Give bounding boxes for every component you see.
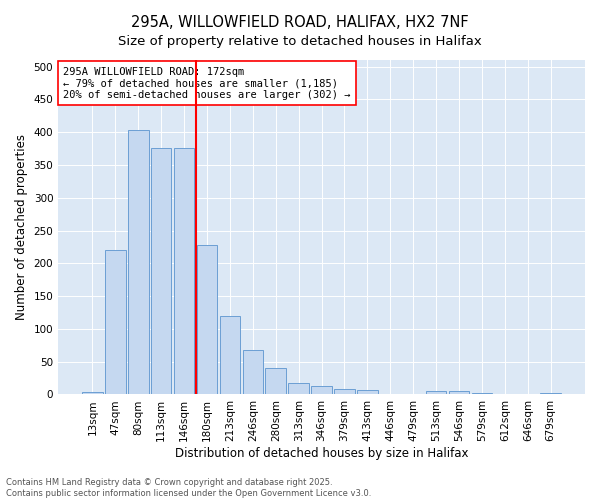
Bar <box>105 250 125 394</box>
Bar <box>357 390 378 394</box>
Bar <box>334 389 355 394</box>
Bar <box>265 368 286 394</box>
Bar <box>174 148 194 394</box>
Bar <box>151 148 172 394</box>
Bar <box>541 393 561 394</box>
X-axis label: Distribution of detached houses by size in Halifax: Distribution of detached houses by size … <box>175 447 469 460</box>
Y-axis label: Number of detached properties: Number of detached properties <box>15 134 28 320</box>
Bar <box>82 392 103 394</box>
Text: Contains HM Land Registry data © Crown copyright and database right 2025.
Contai: Contains HM Land Registry data © Crown c… <box>6 478 371 498</box>
Bar <box>242 350 263 395</box>
Bar <box>220 316 240 394</box>
Bar <box>197 245 217 394</box>
Bar <box>311 386 332 394</box>
Text: 295A, WILLOWFIELD ROAD, HALIFAX, HX2 7NF: 295A, WILLOWFIELD ROAD, HALIFAX, HX2 7NF <box>131 15 469 30</box>
Bar <box>472 393 493 394</box>
Bar <box>449 390 469 394</box>
Bar <box>289 384 309 394</box>
Bar <box>128 130 149 394</box>
Text: Size of property relative to detached houses in Halifax: Size of property relative to detached ho… <box>118 35 482 48</box>
Bar <box>426 390 446 394</box>
Text: 295A WILLOWFIELD ROAD: 172sqm
← 79% of detached houses are smaller (1,185)
20% o: 295A WILLOWFIELD ROAD: 172sqm ← 79% of d… <box>64 66 351 100</box>
